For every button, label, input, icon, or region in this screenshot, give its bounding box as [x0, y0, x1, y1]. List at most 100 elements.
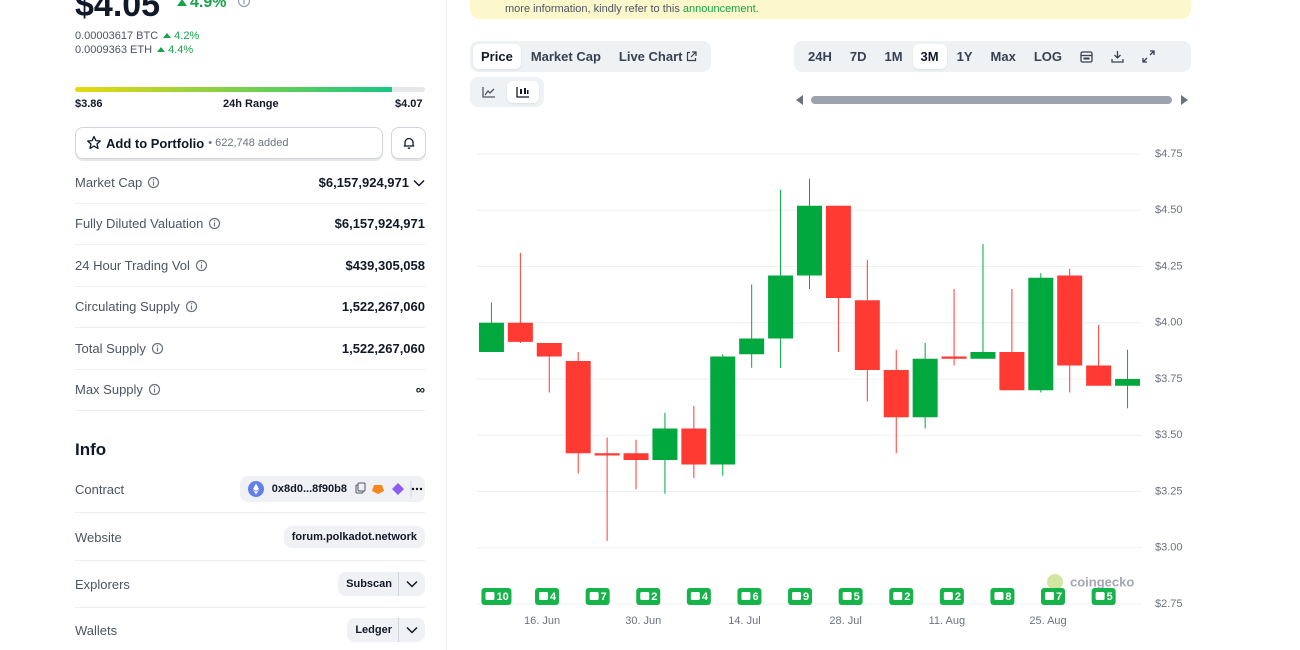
- banner-text: more information, kindly refer to this: [505, 3, 680, 15]
- info-pill[interactable]: forum.polkadot.network: [283, 526, 425, 548]
- dropdown[interactable]: [398, 618, 425, 642]
- calendar[interactable]: [1072, 45, 1101, 68]
- btc-change: 4.2%: [174, 30, 200, 42]
- y-tick-label: $4.25: [1155, 260, 1183, 272]
- info-pill[interactable]: 0x8d0...8f90b8: [239, 476, 425, 502]
- added-count: • 622,748 added: [208, 137, 289, 149]
- y-tick-label: $4.50: [1155, 204, 1183, 216]
- x-tick-label: 14. Jul: [728, 615, 760, 627]
- range-tab[interactable]: Max: [990, 49, 1016, 64]
- info-icon[interactable]: [195, 259, 208, 272]
- chevron[interactable]: [406, 626, 418, 634]
- x-tick-label: 25. Aug: [1029, 615, 1066, 627]
- banner-link[interactable]: announcement.: [682, 3, 759, 15]
- range-low: $3.86: [75, 98, 103, 110]
- range-tab[interactable]: 24H: [808, 49, 832, 64]
- event-count: 2: [904, 591, 910, 603]
- chevron[interactable]: [413, 179, 425, 187]
- announcement-banner: more information, kindly refer to this a…: [470, 0, 1191, 19]
- info-icon[interactable]: [147, 176, 160, 189]
- stat-value: $439,305,058: [345, 257, 425, 273]
- scroll-left[interactable]: [796, 95, 803, 105]
- stat-label-wrap: 24 Hour Trading Vol: [75, 258, 208, 273]
- event-count: 4: [550, 591, 557, 603]
- x-tick-label: 16. Jun: [524, 615, 560, 627]
- eth-line: 0.0009363 ETH 4.4%: [75, 44, 193, 56]
- scroll-thumb[interactable]: [811, 96, 1172, 104]
- info-icon[interactable]: [185, 300, 198, 313]
- event-count: 8: [1005, 591, 1011, 603]
- info-icon[interactable]: [148, 383, 161, 396]
- info-icon[interactable]: [151, 342, 164, 355]
- chart-tab[interactable]: Price: [473, 44, 521, 69]
- bell-icon: [403, 137, 414, 149]
- alert-button[interactable]: [391, 127, 426, 159]
- candle-body: [883, 370, 909, 418]
- stat-label: 24 Hour Trading Vol: [75, 257, 190, 273]
- range-tab[interactable]: 1Y: [956, 49, 973, 64]
- star-icon: [87, 135, 101, 150]
- x-tick-label: 11. Aug: [929, 615, 966, 627]
- contract-actions[interactable]: [355, 481, 425, 497]
- chart-style-toggle: [470, 77, 544, 107]
- chevron[interactable]: [406, 580, 418, 588]
- info-icon[interactable]: [237, 0, 251, 8]
- chart-tabs: Price Market Cap Live Chart: [470, 41, 711, 72]
- chart-tab[interactable]: Live Chart: [611, 44, 706, 69]
- stat-value-wrap: 1,522,267,060: [342, 341, 425, 356]
- stat-value: ∞: [415, 382, 425, 397]
- candle-body: [507, 322, 533, 342]
- eth-logo: [247, 481, 264, 497]
- event-icon: [943, 592, 953, 600]
- candle-body: [594, 453, 620, 456]
- stat-label: Circulating Supply: [75, 299, 180, 315]
- x-tick-label: 28. Jul: [829, 615, 861, 627]
- candle-body: [941, 356, 967, 359]
- stat-value: 1,522,267,060: [341, 340, 425, 356]
- fullscreen[interactable]: [1134, 45, 1163, 68]
- change: 4.9%: [190, 0, 227, 11]
- range-bar: [75, 87, 425, 92]
- candle-body: [1115, 379, 1141, 386]
- range-high: $4.07: [395, 98, 423, 110]
- dropdown[interactable]: [398, 572, 425, 596]
- info-icon[interactable]: [208, 217, 221, 230]
- stat-value: $6,157,924,971: [334, 216, 425, 232]
- line-style[interactable]: [473, 81, 505, 103]
- event-icon: [842, 592, 852, 600]
- range-tab[interactable]: 1M: [884, 49, 903, 64]
- event-count: 5: [1107, 591, 1113, 603]
- scroll-right[interactable]: [1181, 95, 1188, 105]
- info-pill[interactable]: Ledger: [347, 618, 425, 642]
- event-count: 5: [854, 591, 860, 603]
- range-tab[interactable]: 7D: [849, 49, 867, 64]
- info-label: Explorers: [75, 576, 130, 592]
- stat-value-wrap: $439,305,058: [345, 258, 425, 273]
- candle-body: [854, 300, 880, 370]
- event-icon: [589, 592, 599, 600]
- range-tab[interactable]: LOG: [1033, 49, 1062, 64]
- stat-row: 24 Hour Trading Vol $439,305,058: [75, 245, 425, 287]
- button-label: Add to Portfolio: [106, 135, 205, 151]
- add-portfolio-button[interactable]: Add to Portfolio • 622,748 added: [75, 127, 383, 159]
- event-icon: [485, 592, 495, 600]
- info-row: Explorers Subscan: [75, 561, 425, 608]
- event-icon: [994, 592, 1004, 600]
- stat-value-wrap: 1,522,267,060: [342, 299, 425, 314]
- info-value: Subscan: [346, 578, 392, 590]
- event-count: 6: [752, 591, 758, 603]
- download[interactable]: [1103, 45, 1132, 68]
- range-tab[interactable]: 3M: [912, 44, 947, 69]
- event-count: 2: [651, 591, 657, 603]
- info-pill[interactable]: Subscan: [338, 572, 425, 596]
- stat-value-wrap: ∞: [416, 382, 425, 397]
- chart-tab[interactable]: Market Cap: [530, 49, 601, 64]
- candle-style[interactable]: [507, 81, 539, 103]
- stat-label-wrap: Circulating Supply: [75, 299, 198, 314]
- event-count: 2: [955, 591, 961, 603]
- btc-price: 0.00003617 BTC: [75, 30, 159, 42]
- candle-body: [652, 428, 678, 460]
- stat-label-wrap: Total Supply: [75, 341, 164, 356]
- event-icon: [741, 592, 751, 600]
